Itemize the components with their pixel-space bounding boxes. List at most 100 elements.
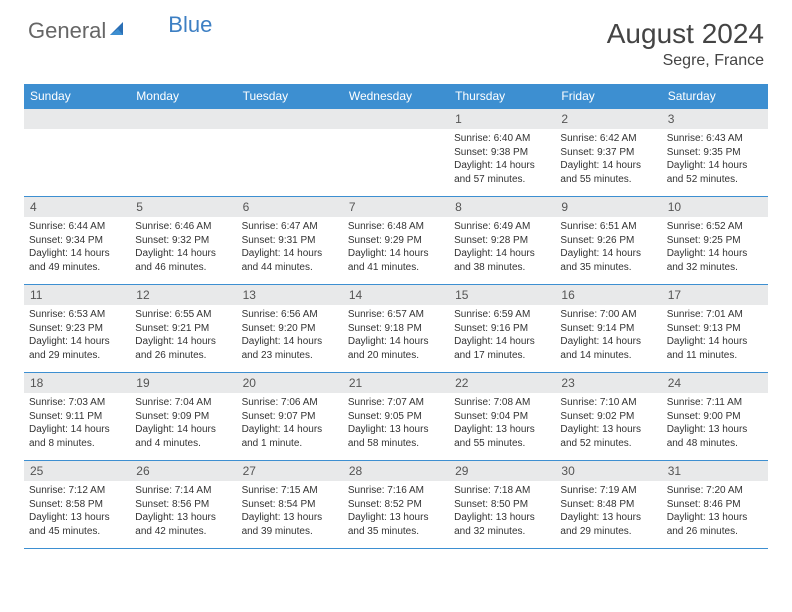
sunset-line: Sunset: 8:58 PM [29, 498, 125, 512]
day-number: 27 [237, 461, 343, 481]
day-cell: 11Sunrise: 6:53 AMSunset: 9:23 PMDayligh… [24, 285, 130, 373]
daylight-line: Daylight: 14 hours and 4 minutes. [135, 423, 231, 450]
daylight-line: Daylight: 13 hours and 26 minutes. [667, 511, 763, 538]
day-cell: 28Sunrise: 7:16 AMSunset: 8:52 PMDayligh… [343, 461, 449, 549]
day-cell: 20Sunrise: 7:06 AMSunset: 9:07 PMDayligh… [237, 373, 343, 461]
day-body: Sunrise: 6:56 AMSunset: 9:20 PMDaylight:… [237, 305, 343, 365]
day-number: 26 [130, 461, 236, 481]
daylight-line: Daylight: 14 hours and 38 minutes. [454, 247, 550, 274]
day-number: 18 [24, 373, 130, 393]
daylight-line: Daylight: 13 hours and 42 minutes. [135, 511, 231, 538]
sunset-line: Sunset: 9:11 PM [29, 410, 125, 424]
day-body: Sunrise: 7:10 AMSunset: 9:02 PMDaylight:… [555, 393, 661, 453]
logo-text-2: Blue [168, 12, 212, 38]
day-body: Sunrise: 6:47 AMSunset: 9:31 PMDaylight:… [237, 217, 343, 277]
day-header: Wednesday [343, 84, 449, 109]
day-cell: 24Sunrise: 7:11 AMSunset: 9:00 PMDayligh… [662, 373, 768, 461]
sunset-line: Sunset: 9:16 PM [454, 322, 550, 336]
daylight-line: Daylight: 14 hours and 41 minutes. [348, 247, 444, 274]
week-row: 25Sunrise: 7:12 AMSunset: 8:58 PMDayligh… [24, 461, 768, 549]
sunset-line: Sunset: 9:14 PM [560, 322, 656, 336]
day-header: Friday [555, 84, 661, 109]
day-cell: 13Sunrise: 6:56 AMSunset: 9:20 PMDayligh… [237, 285, 343, 373]
daylight-line: Daylight: 13 hours and 55 minutes. [454, 423, 550, 450]
day-number-empty [237, 109, 343, 129]
sunset-line: Sunset: 9:00 PM [667, 410, 763, 424]
day-number: 17 [662, 285, 768, 305]
sunrise-line: Sunrise: 6:42 AM [560, 132, 656, 146]
day-body: Sunrise: 6:49 AMSunset: 9:28 PMDaylight:… [449, 217, 555, 277]
day-cell: 4Sunrise: 6:44 AMSunset: 9:34 PMDaylight… [24, 197, 130, 285]
sunrise-line: Sunrise: 7:20 AM [667, 484, 763, 498]
day-cell: 26Sunrise: 7:14 AMSunset: 8:56 PMDayligh… [130, 461, 236, 549]
sunset-line: Sunset: 9:04 PM [454, 410, 550, 424]
day-number: 23 [555, 373, 661, 393]
sunrise-line: Sunrise: 6:47 AM [242, 220, 338, 234]
day-body: Sunrise: 6:48 AMSunset: 9:29 PMDaylight:… [343, 217, 449, 277]
sunrise-line: Sunrise: 7:19 AM [560, 484, 656, 498]
daylight-line: Daylight: 13 hours and 29 minutes. [560, 511, 656, 538]
week-row: 18Sunrise: 7:03 AMSunset: 9:11 PMDayligh… [24, 373, 768, 461]
day-body: Sunrise: 6:44 AMSunset: 9:34 PMDaylight:… [24, 217, 130, 277]
day-number: 28 [343, 461, 449, 481]
daylight-line: Daylight: 14 hours and 52 minutes. [667, 159, 763, 186]
day-body: Sunrise: 7:07 AMSunset: 9:05 PMDaylight:… [343, 393, 449, 453]
day-cell: 22Sunrise: 7:08 AMSunset: 9:04 PMDayligh… [449, 373, 555, 461]
daylight-line: Daylight: 14 hours and 26 minutes. [135, 335, 231, 362]
day-header: Tuesday [237, 84, 343, 109]
day-number: 30 [555, 461, 661, 481]
logo-text-1: General [28, 18, 106, 44]
calendar-table: SundayMondayTuesdayWednesdayThursdayFrid… [24, 84, 768, 549]
day-body: Sunrise: 7:08 AMSunset: 9:04 PMDaylight:… [449, 393, 555, 453]
day-cell: 7Sunrise: 6:48 AMSunset: 9:29 PMDaylight… [343, 197, 449, 285]
day-cell: 23Sunrise: 7:10 AMSunset: 9:02 PMDayligh… [555, 373, 661, 461]
day-number: 2 [555, 109, 661, 129]
day-body: Sunrise: 6:51 AMSunset: 9:26 PMDaylight:… [555, 217, 661, 277]
daylight-line: Daylight: 14 hours and 14 minutes. [560, 335, 656, 362]
sunset-line: Sunset: 8:50 PM [454, 498, 550, 512]
sunset-line: Sunset: 9:34 PM [29, 234, 125, 248]
sunset-line: Sunset: 9:32 PM [135, 234, 231, 248]
day-number: 14 [343, 285, 449, 305]
sunrise-line: Sunrise: 6:59 AM [454, 308, 550, 322]
day-body: Sunrise: 7:11 AMSunset: 9:00 PMDaylight:… [662, 393, 768, 453]
sail-icon [108, 18, 126, 44]
day-number: 19 [130, 373, 236, 393]
sunrise-line: Sunrise: 6:48 AM [348, 220, 444, 234]
daylight-line: Daylight: 13 hours and 45 minutes. [29, 511, 125, 538]
day-number-empty [343, 109, 449, 129]
sunrise-line: Sunrise: 6:52 AM [667, 220, 763, 234]
daylight-line: Daylight: 13 hours and 48 minutes. [667, 423, 763, 450]
day-body: Sunrise: 6:43 AMSunset: 9:35 PMDaylight:… [662, 129, 768, 189]
day-cell: 25Sunrise: 7:12 AMSunset: 8:58 PMDayligh… [24, 461, 130, 549]
sunrise-line: Sunrise: 6:40 AM [454, 132, 550, 146]
sunrise-line: Sunrise: 6:56 AM [242, 308, 338, 322]
sunset-line: Sunset: 9:38 PM [454, 146, 550, 160]
day-body: Sunrise: 7:06 AMSunset: 9:07 PMDaylight:… [237, 393, 343, 453]
day-number: 5 [130, 197, 236, 217]
daylight-line: Daylight: 14 hours and 8 minutes. [29, 423, 125, 450]
sunset-line: Sunset: 8:56 PM [135, 498, 231, 512]
day-body: Sunrise: 7:04 AMSunset: 9:09 PMDaylight:… [130, 393, 236, 453]
week-row: 11Sunrise: 6:53 AMSunset: 9:23 PMDayligh… [24, 285, 768, 373]
day-cell: 9Sunrise: 6:51 AMSunset: 9:26 PMDaylight… [555, 197, 661, 285]
sunset-line: Sunset: 9:23 PM [29, 322, 125, 336]
sunrise-line: Sunrise: 6:55 AM [135, 308, 231, 322]
day-number: 21 [343, 373, 449, 393]
daylight-line: Daylight: 14 hours and 29 minutes. [29, 335, 125, 362]
day-header: Saturday [662, 84, 768, 109]
day-number: 25 [24, 461, 130, 481]
day-number-empty [130, 109, 236, 129]
title-block: August 2024 Segre, France [607, 18, 764, 70]
daylight-line: Daylight: 14 hours and 1 minute. [242, 423, 338, 450]
daylight-line: Daylight: 14 hours and 11 minutes. [667, 335, 763, 362]
daylight-line: Daylight: 13 hours and 52 minutes. [560, 423, 656, 450]
daylight-line: Daylight: 14 hours and 32 minutes. [667, 247, 763, 274]
day-number: 15 [449, 285, 555, 305]
day-body: Sunrise: 6:40 AMSunset: 9:38 PMDaylight:… [449, 129, 555, 189]
daylight-line: Daylight: 14 hours and 35 minutes. [560, 247, 656, 274]
sunset-line: Sunset: 8:54 PM [242, 498, 338, 512]
day-header: Sunday [24, 84, 130, 109]
day-body: Sunrise: 7:19 AMSunset: 8:48 PMDaylight:… [555, 481, 661, 541]
sunrise-line: Sunrise: 6:44 AM [29, 220, 125, 234]
